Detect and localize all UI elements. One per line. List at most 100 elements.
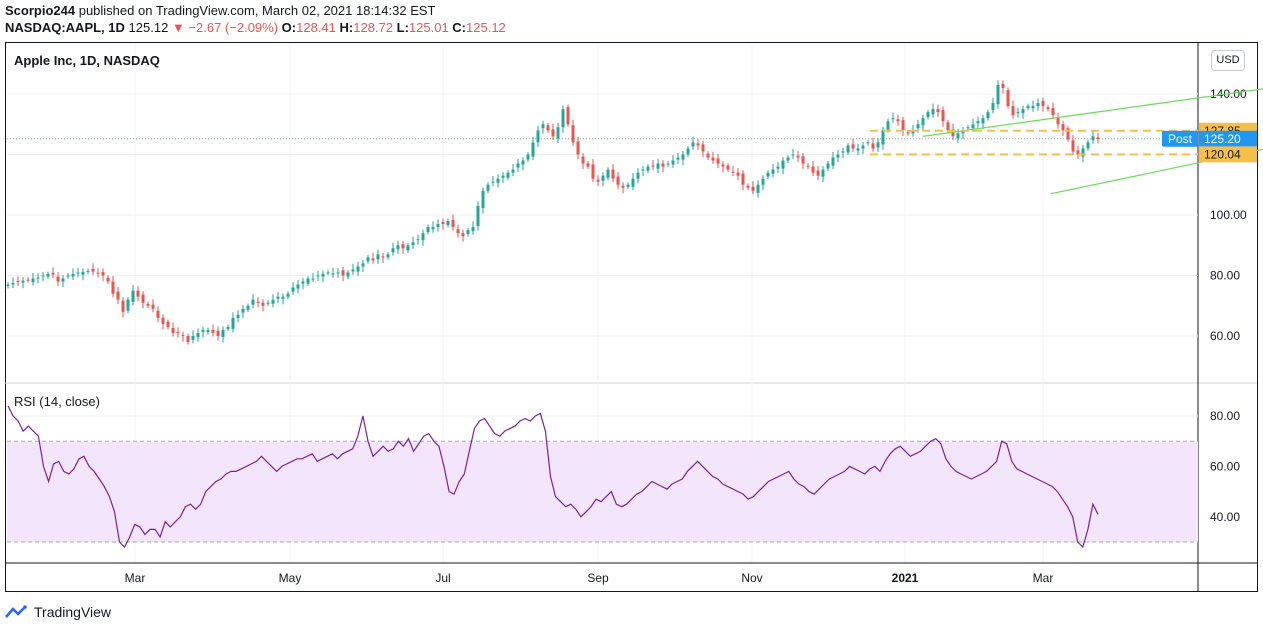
candle-body: [1006, 90, 1010, 107]
candle-body: [611, 169, 615, 179]
candle-body: [1051, 108, 1055, 116]
candle-body: [276, 296, 280, 299]
candle-body: [656, 163, 660, 169]
time-tick-label: May: [279, 571, 302, 585]
candle-body: [1021, 109, 1025, 114]
candle-body: [296, 284, 300, 289]
candle-body: [781, 160, 785, 169]
candle-body: [366, 257, 370, 262]
candle-body: [701, 144, 705, 152]
candle-body: [321, 273, 325, 277]
candle-body: [331, 273, 335, 275]
candle-body: [271, 299, 275, 304]
candle-body: [651, 165, 655, 167]
candle-body: [916, 124, 920, 129]
chart-frame: [5, 42, 1258, 592]
chart-title: Apple Inc, 1D, NASDAQ: [14, 53, 160, 68]
candle-body: [426, 227, 430, 233]
candle-body: [1026, 106, 1030, 109]
candle-body: [981, 118, 985, 124]
candle-body: [356, 266, 360, 272]
candle-body: [666, 163, 670, 165]
candle-body: [501, 175, 505, 178]
rsi-tick-label: 60.00: [1210, 459, 1240, 473]
candle-body: [556, 127, 560, 139]
time-tick-label: Mar: [1033, 571, 1054, 585]
post-price-label: 125.20: [1204, 132, 1241, 146]
post-tag: [1162, 130, 1198, 147]
candle-body: [1001, 83, 1005, 88]
candle-body: [951, 129, 955, 137]
candle-body: [711, 157, 715, 161]
candle-body: [836, 154, 840, 158]
currency-button[interactable]: USD: [1211, 50, 1245, 71]
candle-body: [306, 278, 310, 284]
candle-body: [866, 142, 870, 144]
open-value: 128.41: [296, 20, 336, 35]
candle-body: [421, 233, 425, 241]
candle-body: [986, 112, 990, 119]
tradingview-brand[interactable]: TradingView: [5, 604, 111, 620]
candle-body: [861, 145, 865, 149]
candle-body: [631, 178, 635, 187]
author[interactable]: Scorpio244: [5, 3, 76, 18]
candle-body: [6, 284, 10, 287]
candle-body: [591, 164, 595, 179]
candle-body: [1036, 103, 1040, 107]
candle-body: [976, 121, 980, 124]
candle-body: [1096, 137, 1100, 140]
candle-body: [51, 272, 55, 275]
candle-body: [856, 148, 860, 151]
time-tick-label: Sep: [587, 571, 609, 585]
candle-body: [751, 186, 755, 191]
candle-body: [1066, 128, 1070, 140]
candle-body: [81, 271, 85, 275]
candle-body: [621, 185, 625, 188]
candle-body: [691, 142, 695, 147]
candle-body: [31, 278, 35, 283]
candle-body: [171, 327, 175, 333]
candle-body: [371, 258, 375, 261]
candle-body: [816, 170, 820, 176]
candle-body: [11, 283, 15, 285]
candle-body: [16, 280, 20, 282]
candle-body: [526, 154, 530, 160]
candle-body: [766, 172, 770, 177]
candle-body: [461, 233, 465, 237]
candle-body: [726, 165, 730, 170]
candle-body: [291, 287, 295, 292]
candle-body: [521, 160, 525, 165]
candle-body: [391, 248, 395, 253]
rsi-title: RSI (14, close): [14, 394, 100, 409]
candle-body: [1081, 148, 1085, 157]
candle-body: [991, 103, 995, 111]
candle-body: [616, 176, 620, 185]
candle-body: [351, 269, 355, 272]
candle-body: [286, 293, 290, 297]
candle-body: [971, 124, 975, 129]
candle-body: [416, 239, 420, 241]
candle-body: [776, 166, 780, 169]
candle-body: [801, 156, 805, 164]
candle-body: [851, 144, 855, 149]
candle-body: [181, 335, 185, 337]
candle-body: [146, 303, 150, 306]
candle-body: [936, 109, 940, 113]
candle-body: [441, 221, 445, 225]
candle-body: [796, 155, 800, 158]
candle-body: [596, 179, 600, 182]
candle-body: [471, 227, 475, 232]
candle-body: [706, 153, 710, 158]
candle-body: [76, 272, 80, 274]
candle-body: [216, 330, 220, 336]
candle-body: [481, 190, 485, 209]
candle-body: [946, 122, 950, 131]
candle-body: [346, 272, 350, 277]
level-price-label: 120.04: [1204, 147, 1241, 161]
price-tick-label: 60.00: [1210, 329, 1240, 343]
candle-body: [1056, 117, 1060, 125]
high-label: H:: [339, 20, 354, 35]
time-tick-label: 2021: [892, 571, 919, 585]
rsi-tick-label: 40.00: [1210, 510, 1240, 524]
